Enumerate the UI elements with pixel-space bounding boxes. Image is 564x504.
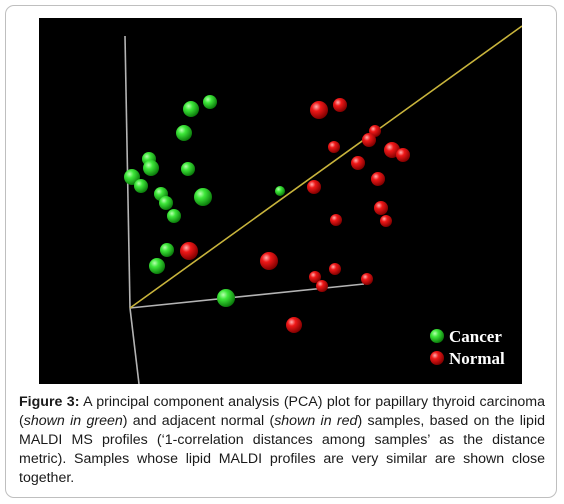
point-normal-17 bbox=[309, 271, 321, 283]
point-cancer-6 bbox=[181, 162, 195, 176]
legend-label-normal: Normal bbox=[449, 349, 505, 368]
caption-text-1: A principal component analysis (PCA) plo… bbox=[19, 394, 545, 429]
figure-caption: Figure 3: A principal component analysis… bbox=[19, 393, 545, 488]
point-normal-18 bbox=[316, 280, 328, 292]
point-normal-6 bbox=[384, 142, 400, 158]
point-cancer-2 bbox=[183, 101, 199, 117]
caption-red-note: shown in red bbox=[274, 413, 358, 429]
point-cancer-1 bbox=[203, 95, 217, 109]
axis-horizontal bbox=[129, 283, 365, 309]
point-cancer-5 bbox=[143, 160, 159, 176]
point-normal-7 bbox=[396, 148, 410, 162]
point-normal-2 bbox=[310, 101, 328, 119]
point-cancer-15 bbox=[275, 186, 285, 196]
point-normal-10 bbox=[307, 180, 321, 194]
point-normal-16 bbox=[329, 263, 341, 275]
point-cancer-14 bbox=[149, 258, 165, 274]
caption-text-2: ) and adjacent normal ( bbox=[122, 413, 275, 429]
point-normal-19 bbox=[361, 273, 373, 285]
axis-diagonal bbox=[129, 25, 522, 309]
point-cancer-12 bbox=[167, 209, 181, 223]
pca-plot: Cancer Normal bbox=[39, 18, 522, 384]
point-normal-8 bbox=[351, 156, 365, 170]
data-points bbox=[124, 95, 410, 333]
point-normal-13 bbox=[330, 214, 342, 226]
legend-label-cancer: Cancer bbox=[449, 327, 502, 346]
point-normal-5 bbox=[362, 133, 376, 147]
point-cancer-11 bbox=[194, 188, 212, 206]
point-normal-12 bbox=[380, 215, 392, 227]
point-normal-20 bbox=[286, 317, 302, 333]
point-normal-11 bbox=[374, 201, 388, 215]
caption-text-3: ) samples, based on the lipid MALDI MS p… bbox=[19, 413, 545, 486]
legend-marker-cancer bbox=[430, 329, 444, 343]
point-normal-14 bbox=[180, 242, 198, 260]
point-cancer-10 bbox=[159, 196, 173, 210]
figure-label: Figure 3: bbox=[19, 394, 80, 410]
point-normal-1 bbox=[333, 98, 347, 112]
legend: Cancer Normal bbox=[430, 327, 505, 368]
point-normal-9 bbox=[371, 172, 385, 186]
point-cancer-13 bbox=[160, 243, 174, 257]
point-normal-15 bbox=[260, 252, 278, 270]
pca-chart: Cancer Normal bbox=[124, 25, 522, 384]
point-cancer-3 bbox=[176, 125, 192, 141]
point-cancer-8 bbox=[134, 179, 148, 193]
legend-marker-normal bbox=[430, 351, 444, 365]
axis-vertical-lower bbox=[129, 307, 140, 384]
point-cancer-16 bbox=[217, 289, 235, 307]
caption-green-note: shown in green bbox=[23, 413, 123, 429]
point-cancer-7 bbox=[124, 169, 140, 185]
point-normal-4 bbox=[328, 141, 340, 153]
